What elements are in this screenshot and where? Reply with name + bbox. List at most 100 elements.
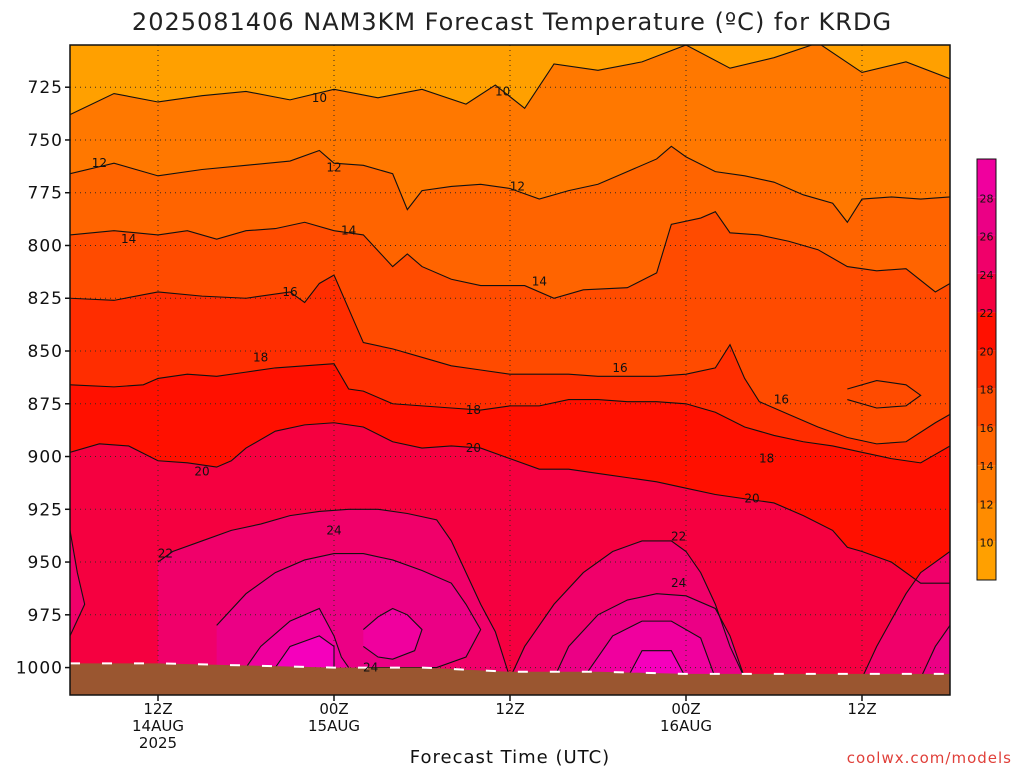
y-tick-label-925: 925 <box>28 500 63 520</box>
contour-label-4: 12 <box>510 179 525 193</box>
source-credit: coolwx.com/models <box>847 749 1012 767</box>
contour-label-6: 14 <box>341 224 356 238</box>
isotherm-22-7 <box>70 530 86 643</box>
band-26-15 <box>363 608 422 660</box>
colorbar-bin-3 <box>977 426 996 466</box>
x-tick-label-0-2: 2025 <box>139 734 177 752</box>
isotherm-16-4 <box>847 379 922 409</box>
chart-title: 2025081406 NAM3KM Forecast Temperature (… <box>132 8 892 36</box>
y-tick-label-900: 900 <box>28 448 63 468</box>
y-tick-label-975: 975 <box>28 606 63 626</box>
contour-labels: 10 10 12 12 12 14 14 14 16 16 16 18 18 18 20 20 20 22 22 24… <box>92 84 789 674</box>
isotherm-26-14 <box>245 607 350 668</box>
colorbar-label-22: 22 <box>980 307 994 320</box>
y-tick-label-750: 750 <box>28 131 63 151</box>
contour-label-1: 10 <box>495 84 510 98</box>
isotherm-24-11 <box>216 553 482 669</box>
colorbar-label-28: 28 <box>980 192 994 205</box>
ground-fill <box>70 663 950 695</box>
x-axis-title: Forecast Time (UTC) <box>410 747 610 768</box>
isotherm-18-5 <box>70 363 950 464</box>
isotherm-12-1 <box>70 145 950 224</box>
contour-label-13: 18 <box>759 452 774 466</box>
band-22-10 <box>862 551 950 695</box>
band-16-4 <box>847 380 921 408</box>
x-tick-label-3-1: 16AUG <box>660 717 712 735</box>
isotherm-24-13 <box>920 625 950 679</box>
isotherm-28-17 <box>274 635 335 668</box>
colorbar-label-14: 14 <box>980 460 994 473</box>
ground-surface <box>70 662 950 695</box>
band-22-7 <box>70 530 85 695</box>
isotherm-10-0 <box>70 45 950 116</box>
contour-label-16: 20 <box>744 492 759 506</box>
contour-label-14: 20 <box>194 464 209 478</box>
isotherm-14-2 <box>70 211 950 299</box>
contour-label-5: 14 <box>121 232 136 246</box>
x-tick-label-1-0: 00Z <box>319 700 348 718</box>
isotherm-26-16 <box>582 620 716 679</box>
contour-label-9: 16 <box>612 361 627 375</box>
colorbar-label-12: 12 <box>980 498 994 511</box>
contour-label-0: 10 <box>312 91 327 105</box>
contour-label-17: 22 <box>158 547 173 561</box>
contour-label-11: 18 <box>253 350 268 364</box>
colorbar-bin-8 <box>977 235 996 274</box>
y-tick-label-1000: 1000 <box>16 659 63 679</box>
plot-area <box>70 45 950 695</box>
contour-label-19: 24 <box>326 523 341 537</box>
contour-label-12: 18 <box>466 403 481 417</box>
colorbar-label-26: 26 <box>980 231 994 244</box>
isotherm-28-18 <box>626 650 687 679</box>
colorbar-bin-7 <box>977 273 996 313</box>
colorbar-label-16: 16 <box>980 422 994 435</box>
contour-label-21: 24 <box>363 661 378 675</box>
contour-label-10: 16 <box>774 393 789 407</box>
isotherm-24-12 <box>553 593 746 679</box>
x-tick-label-0-1: 14AUG <box>132 717 184 735</box>
contour-label-18: 22 <box>671 530 686 544</box>
colorbar-bin-4 <box>977 388 996 427</box>
x-tick-label-3-0: 00Z <box>671 700 700 718</box>
isotherm-22-10 <box>861 551 950 679</box>
colorbar-bin-5 <box>977 350 996 389</box>
y-tick-label-825: 825 <box>28 289 63 309</box>
colorbar-bin-10 <box>977 159 996 198</box>
isotherm-20-6 <box>70 422 950 584</box>
y-tick-label-725: 725 <box>28 78 63 98</box>
colorbar-label-24: 24 <box>980 269 994 282</box>
contour-label-3: 12 <box>326 160 341 174</box>
isotherm-lines <box>70 45 950 679</box>
colorbar: 10 12 14 16 18 20 22 24 26 28 <box>976 158 997 581</box>
grid-lines <box>70 45 950 695</box>
isotherm-22-9 <box>509 540 746 679</box>
isotherm-22-8 <box>157 508 511 679</box>
x-tick-label-1-1: 15AUG <box>308 717 360 735</box>
colorbar-bin-1 <box>977 503 996 542</box>
colorbar-frame <box>976 158 997 581</box>
y-tick-label-800: 800 <box>28 236 63 256</box>
x-tick-label-4-0: 12Z <box>847 700 876 718</box>
colorbar-label-10: 10 <box>980 537 994 550</box>
contour-label-8: 16 <box>282 285 297 299</box>
isotherm-16-3 <box>70 274 950 445</box>
contour-label-7: 14 <box>532 274 547 288</box>
colorbar-bin-6 <box>977 312 996 351</box>
y-tick-label-875: 875 <box>28 395 63 415</box>
colorbar-label-18: 18 <box>980 384 994 397</box>
colorbar-bin-0 <box>977 541 996 580</box>
y-tick-label-775: 775 <box>28 184 63 204</box>
colorbar-label-20: 20 <box>980 345 994 358</box>
y-tick-label-850: 850 <box>28 342 63 362</box>
colorbar-bin-9 <box>977 197 996 236</box>
y-axis-ticks: 725 750 775 800 825 850 875 900 925 950 975 1000 <box>16 78 70 679</box>
colorbar-bin-2 <box>977 465 996 504</box>
isotherm-26-15 <box>362 607 423 660</box>
y-tick-label-950: 950 <box>28 553 63 573</box>
x-tick-label-2-0: 12Z <box>495 700 524 718</box>
x-tick-label-0-0: 12Z <box>143 700 172 718</box>
contour-label-15: 20 <box>466 441 481 455</box>
contour-label-20: 24 <box>671 576 686 590</box>
